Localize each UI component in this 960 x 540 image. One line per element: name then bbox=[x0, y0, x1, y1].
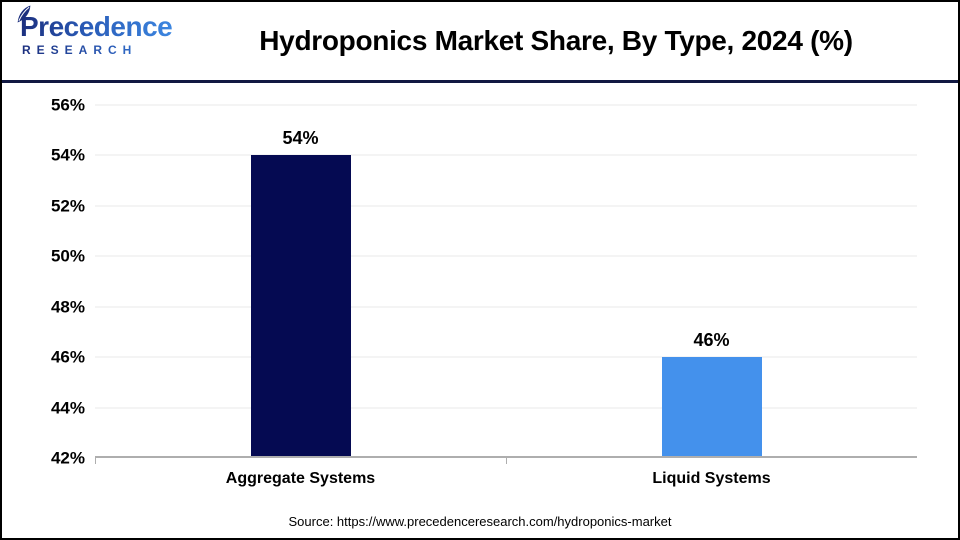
bar-value-label-liquid-systems: 46% bbox=[693, 330, 730, 351]
gridline bbox=[95, 407, 917, 409]
y-tick-label: 42% bbox=[50, 448, 85, 468]
gridline bbox=[95, 255, 917, 257]
chart-title: Hydroponics Market Share, By Type, 2024 … bbox=[259, 25, 853, 56]
plot-area: 42% 44% 46% 48% 50% 52% 54% 56% 54% Aggregate Sys… bbox=[51, 97, 917, 487]
gridline bbox=[95, 205, 917, 207]
header: Precedence RESEARCH Hydroponics Market S… bbox=[2, 2, 958, 80]
gridline bbox=[95, 356, 917, 358]
y-tick-label: 54% bbox=[50, 145, 85, 165]
gridline bbox=[95, 306, 917, 308]
bar-aggregate-systems bbox=[250, 155, 351, 458]
header-separator bbox=[2, 80, 958, 83]
y-tick-label: 50% bbox=[50, 246, 85, 266]
x-axis-tick bbox=[506, 458, 507, 464]
y-tick-label: 44% bbox=[50, 398, 85, 418]
y-tick-label: 46% bbox=[50, 347, 85, 367]
x-axis-line bbox=[95, 456, 917, 458]
y-tick-label: 52% bbox=[50, 196, 85, 216]
y-tick-label: 56% bbox=[50, 95, 85, 115]
x-category-label-liquid-systems: Liquid Systems bbox=[652, 470, 771, 487]
bar-liquid-systems bbox=[661, 357, 762, 458]
leaf-icon bbox=[17, 5, 31, 23]
logo-wordmark: Precedence bbox=[20, 11, 173, 42]
gridline bbox=[95, 104, 917, 106]
y-tick-label: 48% bbox=[50, 297, 85, 317]
gridline bbox=[95, 154, 917, 156]
x-axis-tick bbox=[95, 458, 96, 464]
bar-value-label-aggregate-systems: 54% bbox=[282, 128, 319, 149]
precedence-research-logo: Precedence RESEARCH bbox=[17, 5, 173, 56]
logo-subtitle: RESEARCH bbox=[22, 44, 172, 56]
source-text: Source: https://www.precedenceresearch.c… bbox=[288, 514, 672, 529]
x-category-label-aggregate-systems: Aggregate Systems bbox=[225, 470, 376, 487]
